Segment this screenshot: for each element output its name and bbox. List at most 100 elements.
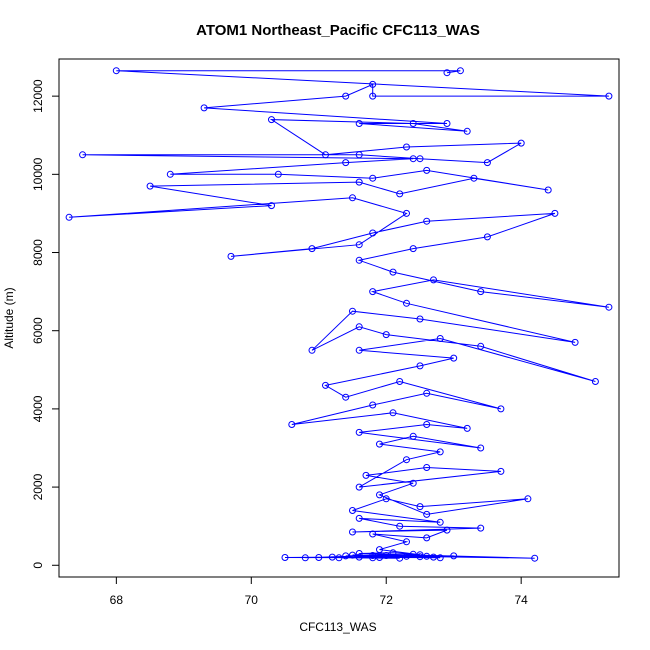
data-point (423, 510, 431, 518)
data-point (463, 424, 471, 432)
data-point (517, 139, 525, 147)
data-point (524, 495, 532, 503)
data-point (342, 92, 350, 100)
data-point (403, 552, 410, 560)
data-point (443, 526, 451, 534)
data-point (308, 346, 316, 354)
data-point (369, 530, 377, 538)
y-tick-label: 2000 (31, 473, 45, 500)
data-point (396, 190, 404, 198)
data-point (436, 518, 444, 526)
data-point (349, 551, 356, 559)
data-point (423, 552, 431, 560)
data-point (227, 252, 235, 260)
data-point (423, 421, 431, 428)
y-tick-label: 12000 (31, 79, 45, 113)
data-point (268, 116, 275, 124)
data-point (166, 170, 174, 178)
data-point (349, 194, 356, 202)
data-point (112, 67, 120, 75)
data-point (308, 245, 316, 253)
data-point (409, 479, 417, 487)
data-point (430, 276, 437, 284)
data-point (382, 552, 390, 559)
data-point (349, 307, 356, 315)
data-point (430, 553, 437, 561)
data-point (335, 554, 343, 562)
data-point (403, 456, 410, 464)
y-tick-label: 10000 (31, 157, 45, 191)
data-point (274, 170, 282, 178)
data-point (409, 550, 417, 558)
data-point (423, 389, 431, 397)
data-point (281, 554, 289, 561)
data-point (349, 528, 356, 536)
plot-frame (58, 58, 620, 578)
data-point (376, 440, 383, 448)
data-point (396, 554, 404, 562)
data-point (450, 552, 458, 560)
data-point (436, 448, 444, 456)
data-point (477, 342, 485, 350)
data-point (79, 151, 87, 159)
data-point (355, 256, 363, 264)
data-point (463, 127, 471, 135)
data-point (342, 393, 350, 401)
data-point (369, 401, 377, 409)
data-point (416, 503, 424, 511)
data-point (605, 92, 613, 100)
data-point (362, 471, 370, 479)
data-point (605, 303, 613, 311)
series-line (69, 70, 609, 559)
data-point (355, 553, 363, 561)
data-point (409, 155, 417, 163)
data-point (591, 378, 599, 385)
data-point (146, 182, 154, 190)
data-point (423, 464, 431, 471)
data-point (443, 120, 451, 127)
data-point (423, 166, 431, 174)
data-point (355, 178, 363, 186)
data-point (355, 550, 363, 557)
data-point (369, 80, 377, 88)
data-point (416, 551, 424, 559)
data-point (456, 67, 464, 75)
data-point (369, 92, 377, 100)
data-point (389, 549, 397, 557)
data-point (355, 483, 363, 491)
data-point (416, 553, 424, 561)
y-axis: 0 2000 4000 6000 8000 10000 12000 (31, 79, 60, 569)
data-point (355, 323, 363, 331)
y-axis-label: Altitude (m) (2, 287, 16, 348)
data-point (268, 202, 275, 210)
data-point (369, 229, 377, 237)
data-point (571, 338, 579, 346)
data-point (416, 315, 424, 323)
data-point (389, 409, 397, 417)
x-axis-label: CFC113_WAS (299, 620, 376, 634)
data-point (355, 120, 363, 127)
x-axis: 68 70 72 74 (110, 576, 528, 607)
data-point (477, 288, 485, 296)
data-point (403, 209, 410, 217)
data-point (409, 120, 417, 127)
series-layer (65, 67, 613, 562)
data-point (369, 552, 377, 559)
data-point (483, 159, 491, 167)
data-point (443, 69, 451, 77)
data-point (477, 524, 485, 532)
data-point (416, 362, 424, 370)
data-point (450, 354, 458, 362)
data-point (349, 507, 356, 514)
data-point (376, 491, 383, 499)
data-point (355, 151, 363, 159)
data-point (342, 552, 350, 560)
data-point (376, 546, 383, 554)
data-point (416, 155, 424, 163)
data-point (315, 554, 323, 561)
data-point (409, 432, 417, 440)
data-point (288, 421, 296, 428)
x-tick-label: 70 (245, 593, 259, 607)
data-point (396, 522, 404, 530)
x-tick-label: 72 (380, 593, 394, 607)
